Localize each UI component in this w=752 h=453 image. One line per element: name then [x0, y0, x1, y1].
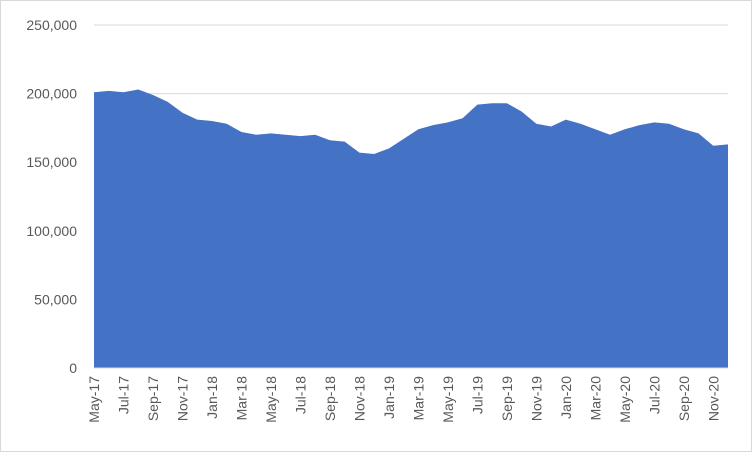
- x-tick-label: May-17: [86, 376, 102, 423]
- x-tick-label: Mar-18: [233, 376, 249, 421]
- x-tick-label: Sep-19: [499, 376, 515, 421]
- x-tick-label: May-19: [440, 376, 456, 423]
- y-tick-label: 150,000: [26, 154, 77, 170]
- x-tick-label: May-20: [617, 376, 633, 423]
- x-tick-label: Nov-19: [528, 376, 544, 421]
- data-area: [94, 89, 728, 368]
- x-tick-label: May-18: [263, 376, 279, 423]
- x-tick-label: Sep-17: [145, 376, 161, 421]
- x-tick-label: Jan-19: [381, 376, 397, 419]
- x-tick-label: Jul-20: [646, 376, 662, 414]
- x-tick-label: Nov-20: [705, 376, 721, 421]
- x-tick-label: Jul-18: [292, 376, 308, 414]
- x-tick-label: Mar-20: [587, 376, 603, 421]
- x-axis-labels: May-17 Jul-17 Sep-17 Nov-17 Jan-18 Mar-18 May-…: [86, 376, 721, 423]
- x-tick-label: Mar-19: [410, 376, 426, 421]
- y-tick-label: 100,000: [26, 223, 77, 239]
- x-tick-label: Jan-18: [204, 376, 220, 419]
- x-tick-label: Jul-17: [115, 376, 131, 414]
- x-tick-label: Nov-18: [351, 376, 367, 421]
- x-tick-label: Sep-18: [322, 376, 338, 421]
- x-tick-label: Jan-20: [558, 376, 574, 419]
- x-tick-label: Nov-17: [174, 376, 190, 421]
- x-tick-label: Sep-20: [676, 376, 692, 421]
- x-tick-label: Jul-19: [469, 376, 485, 414]
- y-tick-label: 0: [69, 360, 77, 376]
- y-tick-label: 200,000: [26, 86, 77, 102]
- y-axis-labels: 0 50,000 100,000 150,000 200,000 250,000: [26, 17, 77, 376]
- y-tick-label: 250,000: [26, 17, 77, 33]
- y-tick-label: 50,000: [34, 291, 77, 307]
